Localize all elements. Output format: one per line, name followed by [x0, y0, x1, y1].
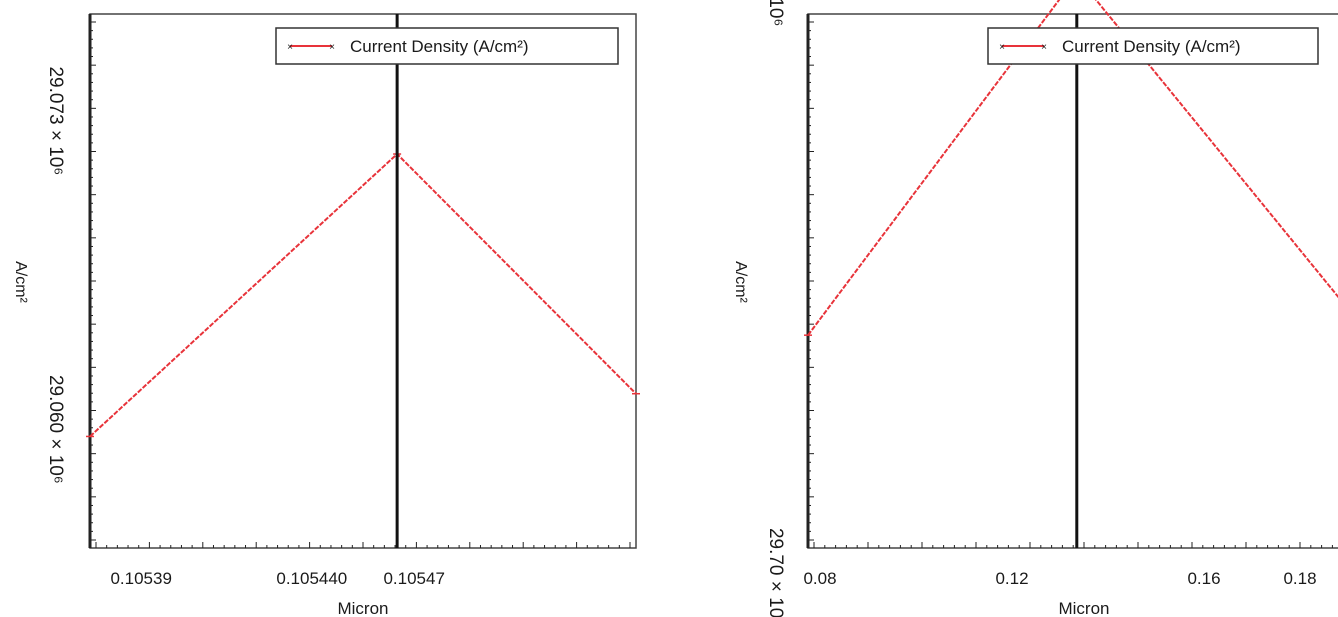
legend-marker-left: × [999, 42, 1005, 53]
x-tick-label: 0.12 [995, 569, 1028, 588]
y-tick-label: 29.08 × 10⁶ [765, 0, 786, 26]
chart-right: 29.08 × 10⁶ 29.70 × 10⁶ A/cm² 0.08 0.12 0.16 0… [732, 0, 1338, 617]
legend: × × Current Density (A/cm²) [275, 27, 619, 65]
legend-label: Current Density (A/cm²) [350, 37, 529, 56]
x-tick-label: 0.10547 [383, 569, 444, 588]
legend-box [275, 27, 619, 65]
y-tick-label: 29.073 × 10⁶ [45, 66, 66, 175]
y-tick-label: 29.060 × 10⁶ [45, 375, 66, 484]
x-tick-label: 0.105440 [276, 569, 347, 588]
legend-marker-left: × [287, 42, 293, 53]
y-axis-title: A/cm² [732, 261, 749, 303]
x-tick-label: 0.08 [803, 569, 836, 588]
x-axis-title: Micron [1058, 599, 1109, 617]
legend-label: Current Density (A/cm²) [1062, 37, 1241, 56]
x-tick-label: 0.10539 [110, 569, 171, 588]
x-axis-title: Micron [337, 599, 388, 617]
legend-marker-right: × [1041, 42, 1047, 53]
plot-area: 29.08 × 10⁶ 29.70 × 10⁶ A/cm² 0.08 0.12 0.16 0… [732, 0, 1338, 617]
x-tick-label: 0.18 [1283, 569, 1316, 588]
plot-frame [807, 13, 1338, 549]
y-axis-title: A/cm² [12, 261, 29, 303]
legend-marker-right: × [329, 42, 335, 53]
plot-area: 29.073 × 10⁶ 29.060 × 10⁶ A/cm² 0.10539 0.10… [12, 13, 640, 617]
plot-frame [89, 13, 637, 549]
y-tick-label: 29.70 × 10⁶ [765, 528, 786, 617]
legend: × × Current Density (A/cm²) [987, 27, 1319, 65]
x-tick-label: 0.16 [1187, 569, 1220, 588]
chart-left: 29.073 × 10⁶ 29.060 × 10⁶ A/cm² 0.10539 0.10… [12, 13, 640, 617]
